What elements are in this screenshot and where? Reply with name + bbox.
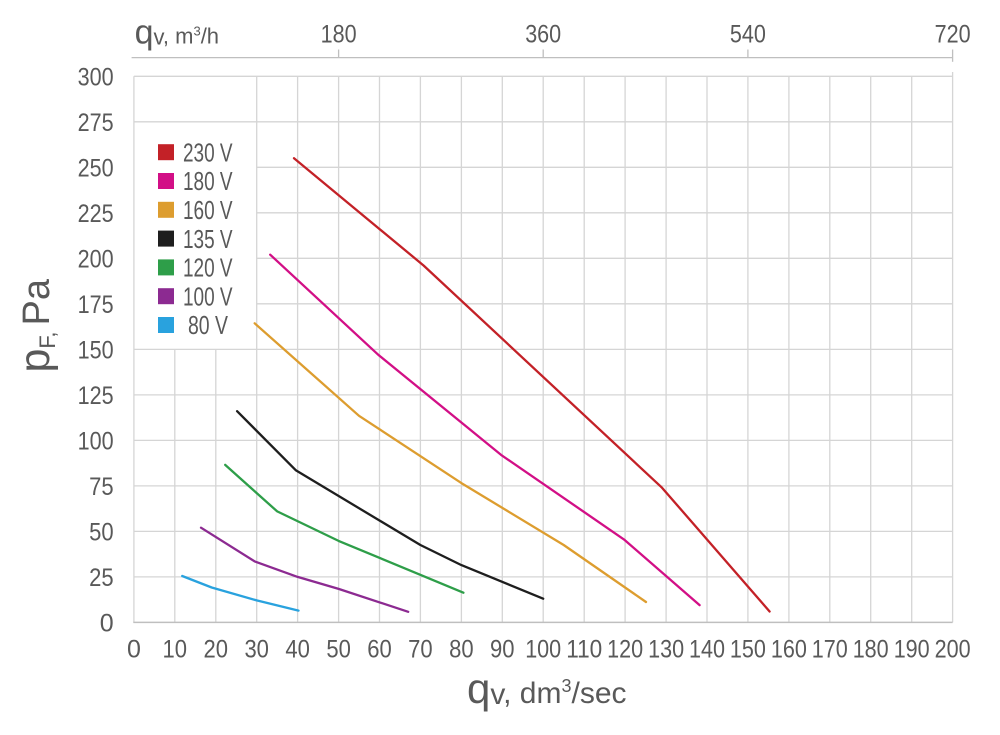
svg-text:140: 140: [689, 635, 725, 663]
svg-text:225: 225: [78, 200, 114, 228]
svg-text:0: 0: [127, 635, 141, 663]
svg-text:0: 0: [100, 610, 114, 638]
svg-text:25: 25: [89, 564, 114, 592]
svg-text:70: 70: [408, 635, 433, 663]
svg-text:250: 250: [78, 155, 114, 183]
svg-text:20: 20: [204, 635, 229, 663]
svg-text:135 V: 135 V: [183, 224, 233, 254]
svg-text:100: 100: [525, 635, 561, 663]
svg-text:90: 90: [490, 635, 515, 663]
svg-text:75: 75: [89, 473, 114, 501]
svg-text:275: 275: [78, 109, 114, 137]
svg-text:720: 720: [935, 21, 971, 49]
svg-text:10: 10: [163, 635, 188, 663]
svg-text:60: 60: [367, 635, 392, 663]
svg-text:100 V: 100 V: [183, 281, 233, 311]
svg-text:120 V: 120 V: [183, 253, 233, 283]
svg-text:160 V: 160 V: [183, 195, 233, 225]
svg-text:360: 360: [525, 21, 561, 49]
svg-text:180: 180: [321, 21, 357, 49]
svg-text:110: 110: [566, 635, 602, 663]
svg-text:540: 540: [730, 21, 766, 49]
svg-text:180 V: 180 V: [183, 166, 233, 196]
svg-text:125: 125: [78, 382, 114, 410]
svg-text:pF,Pa: pF,Pa: [11, 278, 60, 372]
svg-text:190: 190: [894, 635, 930, 663]
svg-text:80: 80: [449, 635, 474, 663]
svg-text:120: 120: [607, 635, 643, 663]
svg-text:150: 150: [730, 635, 766, 663]
svg-text:150: 150: [78, 337, 114, 365]
svg-text:175: 175: [78, 291, 114, 319]
svg-text:160: 160: [771, 635, 807, 663]
svg-text:200: 200: [78, 246, 114, 274]
svg-text:30: 30: [244, 635, 269, 663]
svg-text:50: 50: [326, 635, 351, 663]
svg-text:170: 170: [812, 635, 848, 663]
svg-text:50: 50: [89, 519, 114, 547]
svg-text:300: 300: [78, 64, 114, 92]
svg-text:200: 200: [935, 635, 971, 663]
svg-text:100: 100: [78, 428, 114, 456]
svg-text:80 V: 80 V: [188, 310, 228, 340]
svg-text:130: 130: [648, 635, 684, 663]
svg-text:180: 180: [853, 635, 889, 663]
svg-text:40: 40: [285, 635, 310, 663]
svg-text:230 V: 230 V: [183, 137, 233, 167]
